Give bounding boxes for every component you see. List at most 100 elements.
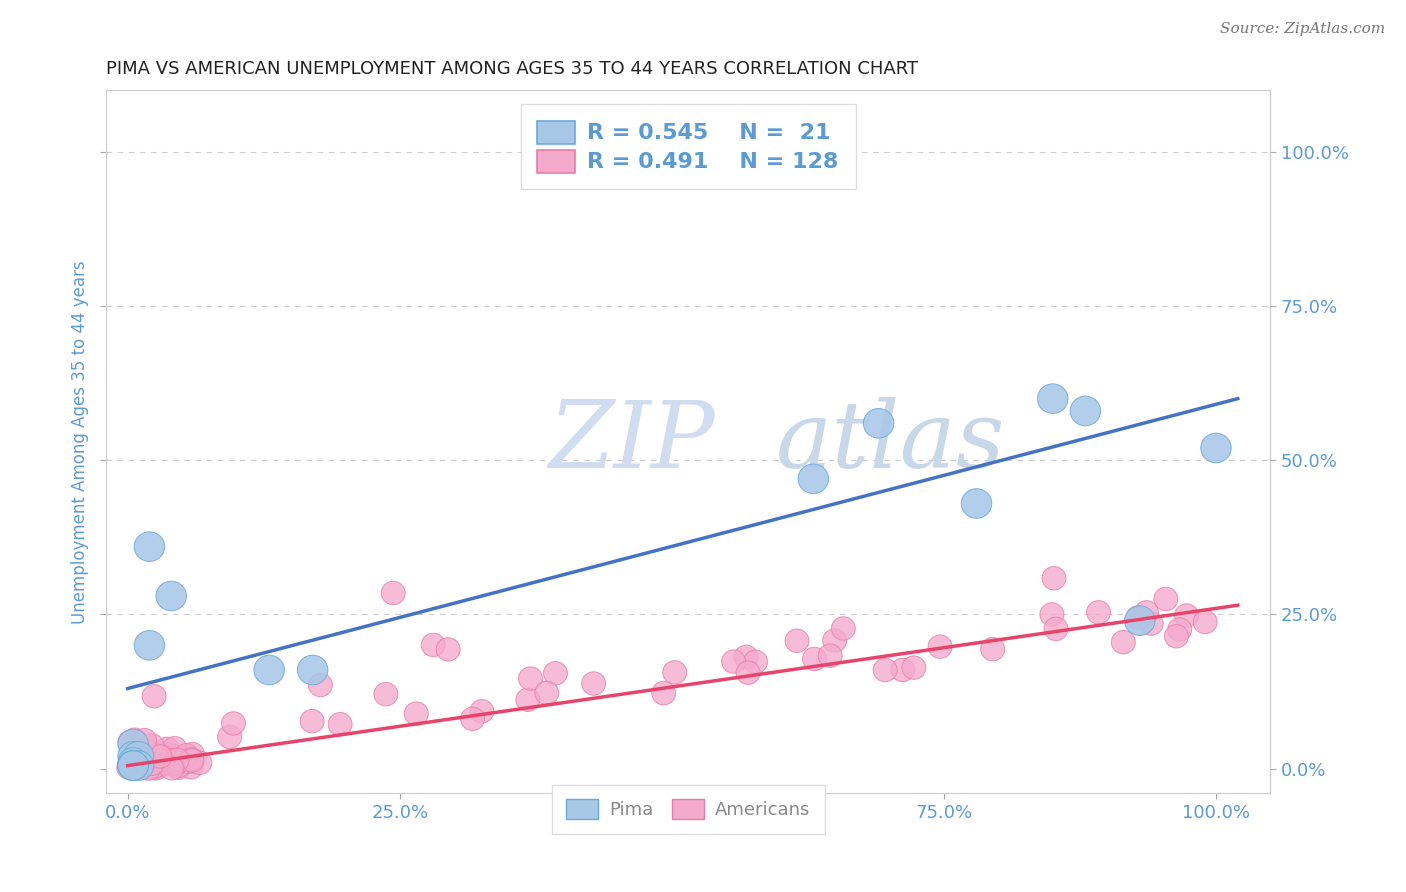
Ellipse shape <box>134 532 165 561</box>
Ellipse shape <box>436 638 460 661</box>
Ellipse shape <box>132 753 156 776</box>
Ellipse shape <box>142 684 166 708</box>
Ellipse shape <box>121 748 145 772</box>
Ellipse shape <box>328 713 352 736</box>
Ellipse shape <box>143 744 167 767</box>
Ellipse shape <box>118 729 149 759</box>
Ellipse shape <box>129 747 153 770</box>
Ellipse shape <box>519 667 543 690</box>
Ellipse shape <box>129 751 153 775</box>
Ellipse shape <box>132 739 156 762</box>
Ellipse shape <box>180 742 204 765</box>
Ellipse shape <box>146 750 170 773</box>
Ellipse shape <box>374 682 398 706</box>
Ellipse shape <box>299 709 325 733</box>
Ellipse shape <box>124 741 153 772</box>
Ellipse shape <box>118 751 149 780</box>
Ellipse shape <box>422 633 446 657</box>
Ellipse shape <box>1135 600 1159 624</box>
Ellipse shape <box>118 731 142 754</box>
Ellipse shape <box>118 751 149 780</box>
Ellipse shape <box>146 748 170 772</box>
Ellipse shape <box>166 756 190 780</box>
Ellipse shape <box>177 750 201 773</box>
Ellipse shape <box>142 755 166 778</box>
Ellipse shape <box>118 747 149 777</box>
Ellipse shape <box>516 688 540 712</box>
Ellipse shape <box>124 748 148 772</box>
Ellipse shape <box>131 740 155 764</box>
Ellipse shape <box>118 751 142 774</box>
Ellipse shape <box>863 409 894 438</box>
Ellipse shape <box>118 751 149 780</box>
Ellipse shape <box>662 661 686 684</box>
Ellipse shape <box>157 743 181 767</box>
Y-axis label: Unemployment Among Ages 35 to 44 years: Unemployment Among Ages 35 to 44 years <box>72 260 89 624</box>
Ellipse shape <box>165 751 188 774</box>
Ellipse shape <box>1201 434 1232 463</box>
Ellipse shape <box>134 631 165 660</box>
Ellipse shape <box>132 729 156 752</box>
Ellipse shape <box>143 756 167 780</box>
Ellipse shape <box>125 756 149 779</box>
Ellipse shape <box>143 751 167 774</box>
Ellipse shape <box>818 644 842 667</box>
Ellipse shape <box>159 748 184 772</box>
Ellipse shape <box>148 752 172 776</box>
Ellipse shape <box>160 753 184 776</box>
Ellipse shape <box>381 582 405 605</box>
Ellipse shape <box>734 645 758 669</box>
Ellipse shape <box>125 750 149 773</box>
Ellipse shape <box>134 747 157 771</box>
Ellipse shape <box>179 756 202 779</box>
Ellipse shape <box>1154 587 1178 611</box>
Ellipse shape <box>120 748 143 772</box>
Ellipse shape <box>127 748 150 772</box>
Ellipse shape <box>823 629 846 652</box>
Ellipse shape <box>903 656 927 680</box>
Ellipse shape <box>737 661 761 684</box>
Ellipse shape <box>120 754 143 777</box>
Ellipse shape <box>785 629 808 653</box>
Ellipse shape <box>134 746 157 769</box>
Ellipse shape <box>163 737 187 760</box>
Ellipse shape <box>135 752 159 775</box>
Ellipse shape <box>136 756 160 780</box>
Ellipse shape <box>129 750 153 773</box>
Ellipse shape <box>141 752 165 775</box>
Ellipse shape <box>155 747 179 770</box>
Ellipse shape <box>155 737 179 761</box>
Ellipse shape <box>131 755 155 778</box>
Ellipse shape <box>799 464 828 493</box>
Ellipse shape <box>1070 396 1101 425</box>
Ellipse shape <box>125 754 149 778</box>
Ellipse shape <box>218 725 242 748</box>
Ellipse shape <box>146 748 170 772</box>
Ellipse shape <box>652 681 676 705</box>
Ellipse shape <box>127 750 150 773</box>
Ellipse shape <box>152 746 176 770</box>
Ellipse shape <box>1194 610 1218 633</box>
Ellipse shape <box>118 751 149 780</box>
Ellipse shape <box>122 752 146 776</box>
Ellipse shape <box>159 747 183 772</box>
Ellipse shape <box>124 751 153 780</box>
Legend: Pima, Americans: Pima, Americans <box>551 785 825 833</box>
Ellipse shape <box>139 733 163 757</box>
Ellipse shape <box>135 738 159 761</box>
Ellipse shape <box>803 648 827 671</box>
Ellipse shape <box>1139 612 1163 635</box>
Ellipse shape <box>125 733 149 756</box>
Ellipse shape <box>148 749 172 772</box>
Ellipse shape <box>962 489 991 518</box>
Ellipse shape <box>405 702 429 725</box>
Ellipse shape <box>1174 604 1198 627</box>
Ellipse shape <box>1042 566 1066 590</box>
Ellipse shape <box>118 741 149 772</box>
Ellipse shape <box>125 742 149 765</box>
Ellipse shape <box>582 672 606 695</box>
Text: Source: ZipAtlas.com: Source: ZipAtlas.com <box>1219 22 1385 37</box>
Ellipse shape <box>1087 600 1111 624</box>
Ellipse shape <box>148 748 172 772</box>
Ellipse shape <box>117 756 141 780</box>
